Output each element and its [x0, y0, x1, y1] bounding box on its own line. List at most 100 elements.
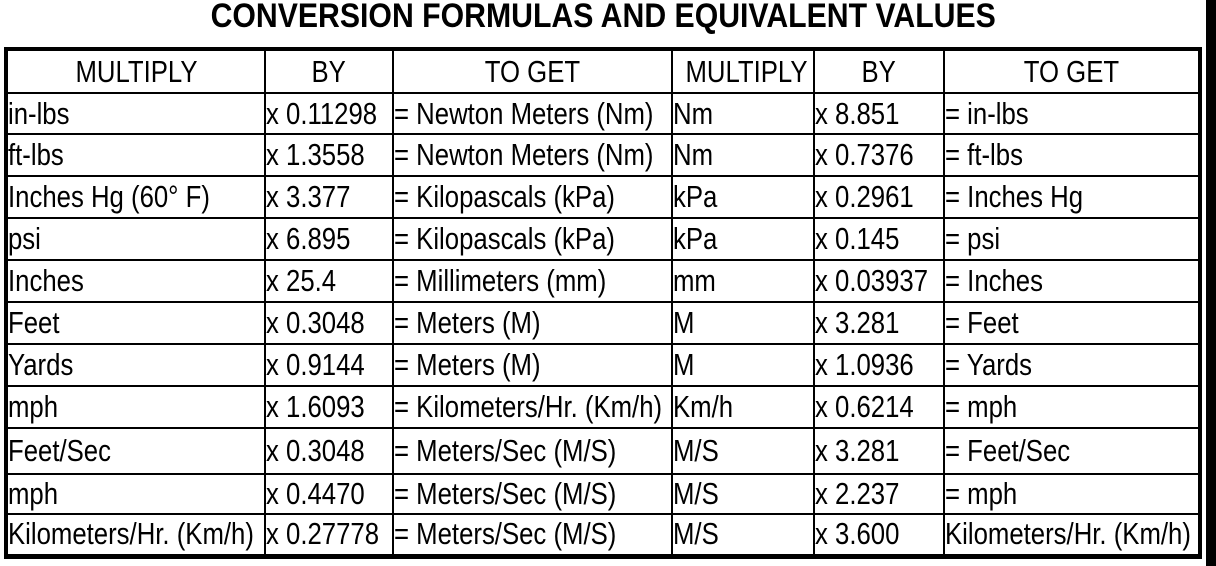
- cell-multiply-right: mm: [671, 259, 815, 303]
- cell-to-get-right: = Inches Hg: [943, 175, 1201, 219]
- cell-text: = Newton Meters (Nm): [394, 95, 654, 131]
- cell-to-get-right: = mph: [943, 473, 1201, 515]
- table-row: mph x 1.6093 = Kilometers/Hr. (Km/h) Km/…: [5, 385, 1201, 429]
- cell-multiply-left: Feet: [5, 301, 266, 345]
- table-row: Feet x 0.3048 = Meters (M) M x 3.281 = F…: [5, 301, 1201, 345]
- cell-by-left: x 6.895: [264, 217, 394, 261]
- cell-text: = Yards: [945, 347, 1033, 382]
- cell-by-right: x 0.6214: [813, 385, 945, 429]
- cell-text: = Meters/Sec (M/S): [394, 433, 617, 468]
- cell-multiply-right: Km/h: [671, 385, 815, 429]
- cell-by-right: x 0.7376: [813, 133, 945, 177]
- column-header-multiply-right: MULTIPLY: [671, 48, 815, 94]
- cell-text: = mph: [945, 476, 1018, 511]
- table-row: ft-lbs x 1.3558 = Newton Meters (Nm) Nm …: [5, 133, 1201, 177]
- cell-text: x 0.9144: [266, 347, 365, 382]
- cell-multiply-left: mph: [5, 473, 266, 515]
- cell-text: M: [673, 305, 695, 340]
- cell-multiply-left: Kilometers/Hr. (Km/h): [5, 513, 266, 557]
- cell-multiply-right: Nm: [671, 92, 815, 135]
- cell-text: = Feet/Sec: [945, 433, 1071, 468]
- cell-text: Kilometers/Hr. (Km/h): [8, 516, 254, 552]
- cell-text: Feet: [8, 305, 60, 340]
- cell-to-get-left: = Meters/Sec (M/S): [392, 473, 673, 515]
- cell-to-get-left: = Kilometers/Hr. (Km/h): [392, 385, 673, 429]
- cell-text: Nm: [673, 95, 714, 131]
- cell-text: = Feet: [945, 305, 1019, 340]
- cell-text: x 0.27778: [266, 516, 380, 552]
- cell-text: x 0.11298: [266, 95, 378, 131]
- cell-by-right: x 0.03937: [813, 259, 945, 303]
- cell-text: x 0.145: [815, 221, 900, 256]
- cell-to-get-right: = in-lbs: [943, 92, 1201, 135]
- cell-text: x 3.600: [815, 516, 900, 552]
- scan-edge-artifact: [1206, 0, 1216, 566]
- cell-text: M: [673, 347, 695, 382]
- cell-to-get-right: = Inches: [943, 259, 1201, 303]
- cell-text: x 0.4470: [266, 476, 365, 511]
- cell-by-left: x 0.3048: [264, 427, 394, 475]
- cell-text: = Newton Meters (Nm): [394, 137, 654, 172]
- cell-multiply-right: kPa: [671, 175, 815, 219]
- cell-text: x 2.237: [815, 476, 900, 511]
- cell-by-right: x 2.237: [813, 473, 945, 515]
- cell-text: psi: [8, 221, 41, 256]
- cell-by-left: x 0.27778: [264, 513, 394, 557]
- cell-to-get-right: = mph: [943, 385, 1201, 429]
- table-row: Inches x 25.4 = Millimeters (mm) mm x 0.…: [5, 259, 1201, 303]
- cell-text: = psi: [945, 221, 1001, 256]
- cell-to-get-right: = psi: [943, 217, 1201, 261]
- cell-text: x 1.3558: [266, 137, 365, 172]
- cell-to-get-right: = Yards: [943, 343, 1201, 387]
- cell-text: = Inches Hg: [945, 179, 1084, 214]
- cell-text: Feet/Sec: [8, 433, 111, 468]
- cell-multiply-left: ft-lbs: [5, 133, 266, 177]
- cell-to-get-right: = Feet: [943, 301, 1201, 345]
- cell-to-get-left: = Kilopascals (kPa): [392, 217, 673, 261]
- cell-text: x 6.895: [266, 221, 351, 256]
- cell-text: x 0.7376: [815, 137, 914, 172]
- table-row: in-lbs x 0.11298 = Newton Meters (Nm) Nm…: [5, 92, 1201, 135]
- cell-text: x 0.3048: [266, 305, 365, 340]
- cell-by-right: x 0.145: [813, 217, 945, 261]
- cell-to-get-left: = Millimeters (mm): [392, 259, 673, 303]
- column-header-label: TO GET: [1023, 53, 1120, 89]
- conversion-table: MULTIPLY BY TO GET MULTIPLY BY TO GET in…: [4, 47, 1202, 559]
- cell-to-get-left: = Newton Meters (Nm): [392, 92, 673, 135]
- cell-text: = Kilopascals (kPa): [394, 221, 615, 256]
- cell-text: kPa: [673, 179, 718, 214]
- cell-text: kPa: [673, 221, 718, 256]
- cell-text: Kilometers/Hr. (Km/h): [945, 516, 1191, 552]
- cell-multiply-left: Feet/Sec: [5, 427, 266, 475]
- cell-multiply-right: M/S: [671, 513, 815, 557]
- cell-text: = Inches: [945, 263, 1043, 298]
- table-row: Feet/Sec x 0.3048 = Meters/Sec (M/S) M/S…: [5, 427, 1201, 475]
- column-header-multiply-left: MULTIPLY: [5, 48, 266, 94]
- cell-multiply-left: in-lbs: [5, 92, 266, 135]
- cell-text: Inches Hg (60° F): [8, 179, 210, 214]
- cell-by-right: x 3.281: [813, 427, 945, 475]
- page-title: CONVERSION FORMULAS AND EQUIVALENT VALUE…: [0, 0, 1211, 36]
- cell-by-left: x 3.377: [264, 175, 394, 219]
- cell-by-left: x 0.9144: [264, 343, 394, 387]
- column-header-label: MULTIPLY: [74, 53, 198, 89]
- cell-by-left: x 25.4: [264, 259, 394, 303]
- cell-text: x 0.6214: [815, 389, 914, 424]
- cell-to-get-left: = Newton Meters (Nm): [392, 133, 673, 177]
- cell-text: x 3.281: [815, 433, 900, 468]
- column-header-by-right: BY: [813, 48, 945, 94]
- cell-by-right: x 1.0936: [813, 343, 945, 387]
- cell-text: = in-lbs: [945, 95, 1029, 131]
- cell-text: x 0.3048: [266, 433, 365, 468]
- cell-by-left: x 1.6093: [264, 385, 394, 429]
- cell-by-right: x 8.851: [813, 92, 945, 135]
- cell-to-get-right: Kilometers/Hr. (Km/h): [943, 513, 1201, 557]
- column-header-by-left: BY: [264, 48, 394, 94]
- cell-by-right: x 3.281: [813, 301, 945, 345]
- cell-text: Km/h: [673, 389, 734, 424]
- cell-by-left: x 0.3048: [264, 301, 394, 345]
- cell-by-left: x 1.3558: [264, 133, 394, 177]
- table-header-row: MULTIPLY BY TO GET MULTIPLY BY TO GET: [5, 48, 1201, 94]
- column-header-label: BY: [861, 53, 897, 89]
- cell-text: Nm: [673, 137, 714, 172]
